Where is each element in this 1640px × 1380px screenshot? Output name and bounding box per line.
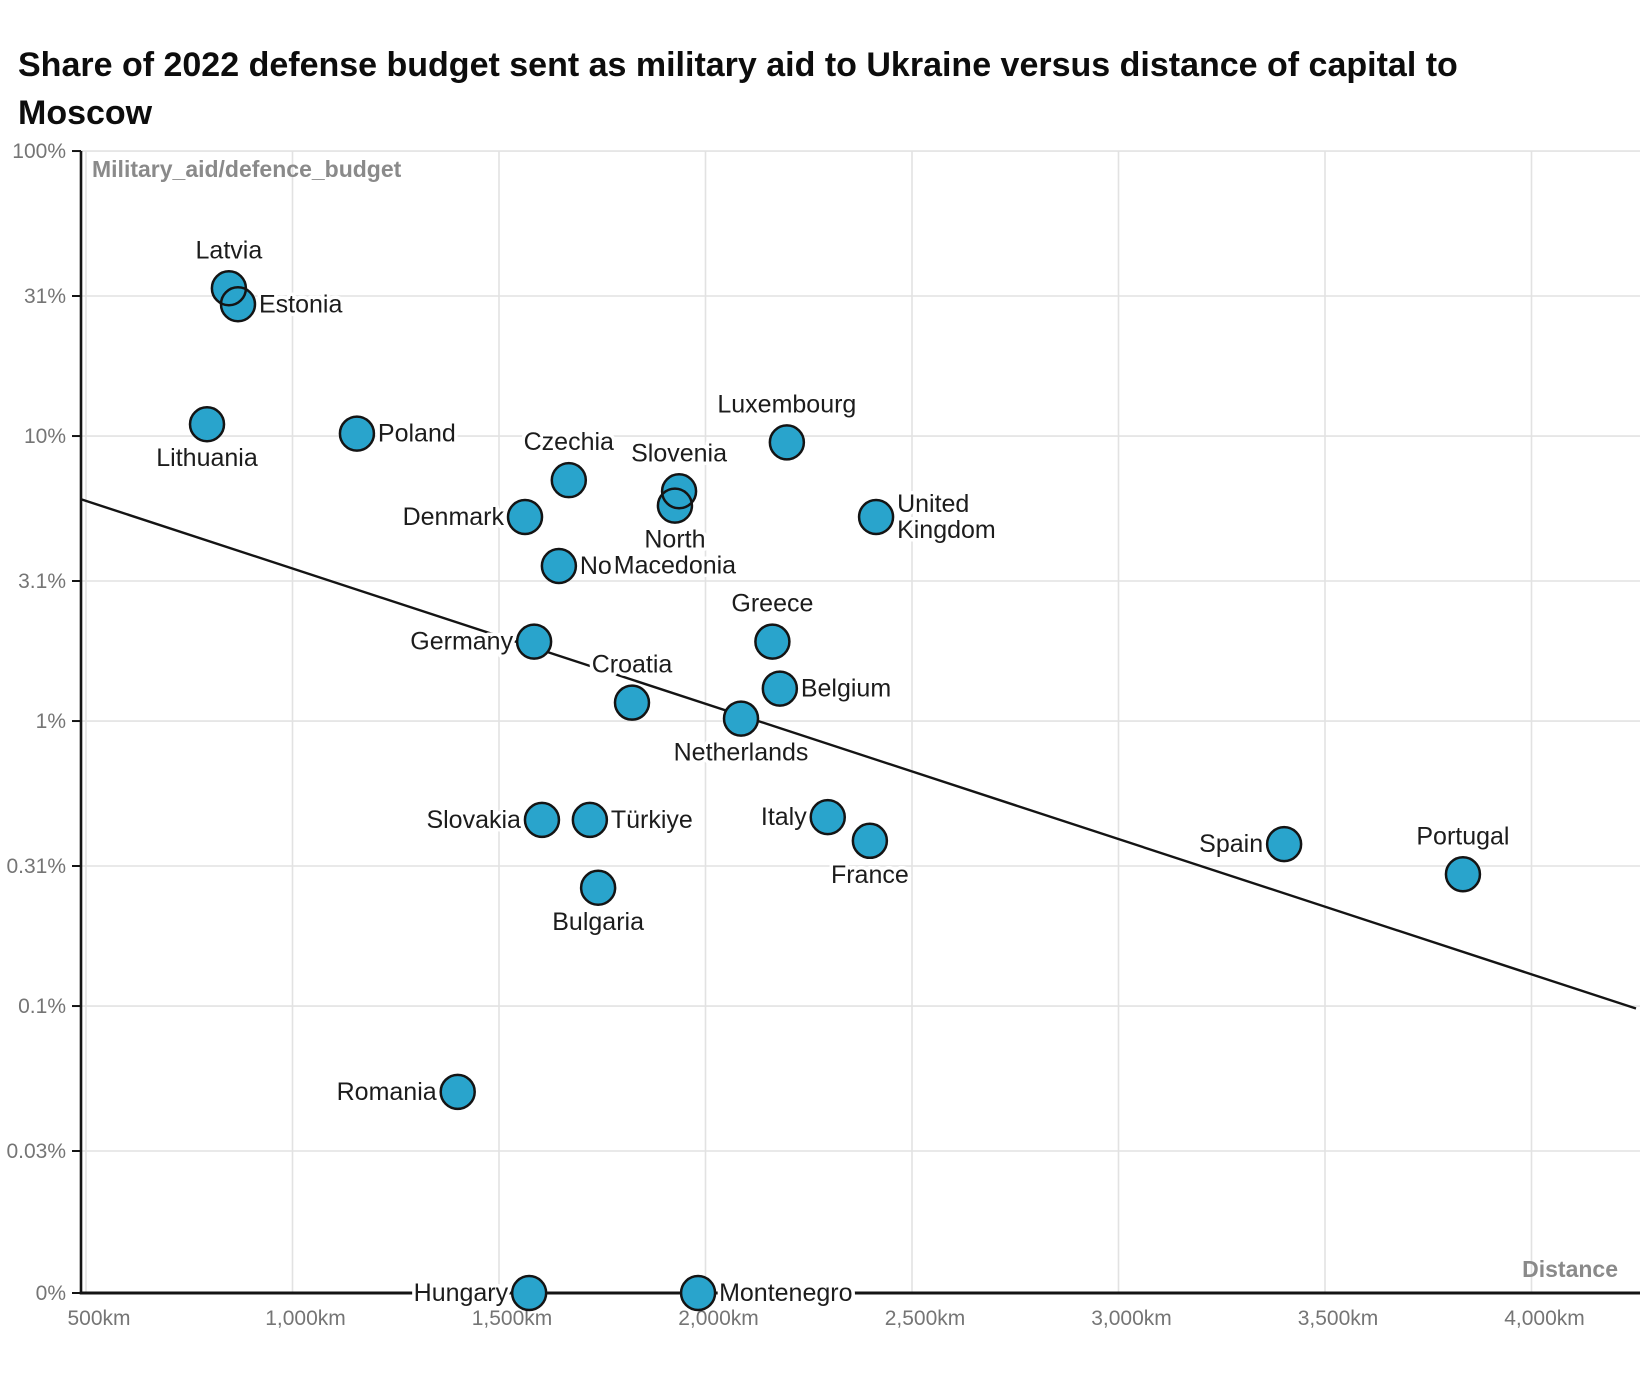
- x-tick-label: 1,000km: [265, 1307, 346, 1330]
- point-outline-greece: [754, 623, 791, 660]
- x-tick-label: 3,500km: [1298, 1307, 1379, 1330]
- label-belgium: Belgium: [801, 675, 891, 703]
- label-montenegro: Montenegro: [719, 1279, 852, 1307]
- point-outline-norway: [540, 547, 578, 585]
- label-germany: Germany: [410, 628, 513, 656]
- point-romania[interactable]: [440, 1074, 475, 1109]
- label-denmark: Denmark: [403, 503, 505, 531]
- point-outline-estonia: [219, 286, 257, 323]
- point-outline-croatia: [613, 684, 651, 721]
- x-tick-label: 500km: [67, 1307, 130, 1330]
- label-spain: Spain: [1199, 830, 1263, 858]
- point-outline-lithuania: [188, 405, 226, 443]
- point-outline-czechia: [550, 461, 588, 499]
- chart-title: Share of 2022 defense budget sent as mil…: [18, 45, 1458, 132]
- label-croatia: Croatia: [592, 651, 673, 679]
- label-slovenia: Slovenia: [631, 439, 727, 467]
- y-tick-label: 0.1%: [18, 995, 66, 1018]
- point-spain[interactable]: [1267, 827, 1302, 862]
- point-outline-spain: [1265, 825, 1303, 863]
- y-tick-label: 0.03%: [6, 1140, 66, 1163]
- point-outline-germany: [515, 623, 553, 660]
- point-greece[interactable]: [755, 624, 790, 659]
- point-outline-north-macedonia: [656, 487, 694, 524]
- label-united-kingdom: United: [897, 490, 969, 518]
- point-outline-poland: [338, 415, 376, 452]
- x-tick-label: 2,000km: [678, 1307, 759, 1330]
- y-tick-label: 100%: [12, 140, 66, 163]
- point-montenegro[interactable]: [681, 1276, 716, 1310]
- point-outline-slovenia: [660, 473, 698, 510]
- x-tick-label: 1,500km: [472, 1307, 553, 1330]
- y-tick-label: 0%: [36, 1282, 66, 1305]
- label-netherlands: Netherlands: [674, 739, 809, 767]
- point-outline-france: [851, 822, 889, 860]
- y-tick-label: 0.31%: [6, 855, 66, 878]
- point-luxembourg[interactable]: [769, 425, 804, 460]
- label-estonia: Estonia: [259, 290, 342, 318]
- label-slovakia: Slovakia: [426, 806, 521, 834]
- point-outline-slovakia: [523, 801, 561, 839]
- point-outline-romania: [439, 1073, 476, 1111]
- label-lithuania: Lithuania: [156, 444, 258, 472]
- point-czechia[interactable]: [551, 463, 586, 498]
- x-tick-label: 4,000km: [1504, 1307, 1585, 1330]
- label-t-rkiye: Türkiye: [611, 806, 693, 834]
- point-lithuania[interactable]: [190, 407, 225, 442]
- label-romania: Romania: [337, 1078, 437, 1106]
- point-outline-hungary: [510, 1274, 548, 1312]
- label-greece: Greece: [731, 590, 813, 618]
- point-outline-montenegro: [679, 1274, 717, 1312]
- point-estonia[interactable]: [220, 287, 255, 322]
- label-czechia: Czechia: [524, 428, 614, 456]
- label-bulgaria: Bulgaria: [552, 908, 644, 936]
- point-poland[interactable]: [339, 416, 374, 451]
- x-tick-label: 3,000km: [1091, 1307, 1172, 1330]
- label-france: France: [831, 861, 909, 889]
- label-norway: No: [580, 552, 612, 580]
- point-outline-luxembourg: [768, 424, 806, 461]
- point-slovakia[interactable]: [524, 802, 559, 837]
- point-outline-denmark: [506, 498, 544, 536]
- label-poland: Poland: [378, 420, 456, 448]
- point-bulgaria[interactable]: [581, 870, 616, 905]
- point-portugal[interactable]: [1445, 857, 1480, 892]
- label-north-macedonia: Macedonia: [614, 552, 736, 580]
- point-outline-belgium: [761, 670, 799, 707]
- point-outline-netherlands: [722, 700, 760, 737]
- point-outline-united-kingdom: [857, 498, 895, 536]
- point-outline-portugal: [1444, 856, 1482, 893]
- point-t-rkiye[interactable]: [572, 802, 607, 837]
- x-axis-title: Distance: [1522, 1256, 1618, 1282]
- x-tick-label: 2,500km: [885, 1307, 966, 1330]
- y-axis-title: Military_aid/defence_budget: [92, 156, 402, 182]
- y-tick-label: 1%: [36, 710, 66, 733]
- y-tick-label: 3.1%: [18, 570, 66, 593]
- label-united-kingdom: Kingdom: [897, 516, 996, 544]
- y-tick-label: 10%: [24, 425, 66, 448]
- y-tick-label: 31%: [24, 285, 66, 308]
- point-outline-t-rkiye: [571, 801, 609, 839]
- point-outline-italy: [809, 798, 846, 836]
- point-united-kingdom[interactable]: [859, 499, 894, 534]
- point-outline-bulgaria: [579, 869, 617, 907]
- point-germany[interactable]: [517, 624, 552, 659]
- point-italy[interactable]: [810, 800, 845, 835]
- point-hungary[interactable]: [512, 1276, 547, 1310]
- point-norway[interactable]: [541, 548, 576, 583]
- point-croatia[interactable]: [614, 685, 649, 720]
- point-france[interactable]: [852, 823, 887, 858]
- point-denmark[interactable]: [508, 499, 543, 534]
- label-hungary: Hungary: [414, 1279, 509, 1307]
- point-belgium[interactable]: [762, 671, 797, 706]
- label-north-macedonia: North: [644, 526, 705, 554]
- point-north-macedonia[interactable]: [657, 488, 692, 523]
- label-italy: Italy: [761, 803, 807, 831]
- label-latvia: Latvia: [196, 236, 263, 264]
- label-portugal: Portugal: [1416, 822, 1509, 850]
- trend-line: [80, 498, 1637, 1010]
- point-netherlands[interactable]: [724, 701, 759, 736]
- label-luxembourg: Luxembourg: [717, 390, 856, 418]
